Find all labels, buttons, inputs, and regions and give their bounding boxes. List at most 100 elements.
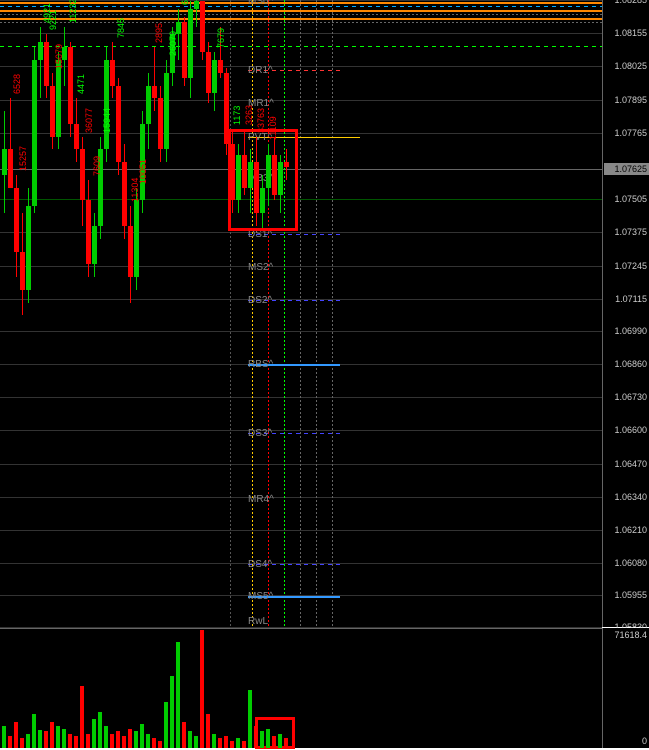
resistance-band: [0, 2, 602, 4]
yaxis-label: 1.06080: [614, 558, 647, 568]
candle-body: [194, 1, 199, 9]
volume-bar: [170, 676, 174, 748]
volume-annotation: 10051: [138, 159, 148, 184]
gridline: [0, 0, 602, 1]
volume-bar: [182, 722, 186, 748]
yaxis-label: 1.08155: [614, 28, 647, 38]
candle-body: [44, 42, 49, 85]
yaxis-label: 1.07505: [614, 194, 647, 204]
price-chart[interactable]: MS0^DR1^MR1^PVT^MB3^DS1^MS2^DS2^RBS^DS3^…: [0, 0, 602, 627]
candle-body: [2, 149, 7, 175]
yaxis-label: 1.06210: [614, 525, 647, 535]
volume-bar: [134, 731, 138, 748]
candle-body: [14, 188, 19, 252]
volume-annotation: 7609: [92, 156, 102, 176]
volume-bar: [110, 734, 114, 748]
yaxis-label: 1.08285: [614, 0, 647, 5]
level-label: DS4^: [248, 559, 272, 570]
volume-bar: [2, 726, 6, 748]
time-marker: [268, 0, 269, 627]
yaxis-label: 1.07115: [615, 294, 647, 304]
candle-wick: [178, 9, 179, 60]
gridline: [0, 430, 602, 431]
yaxis-label: 1.06340: [614, 492, 647, 502]
volume-bar: [260, 731, 264, 748]
yaxis-label: 1.07375: [614, 227, 647, 237]
yaxis-label: 1.06990: [614, 326, 647, 336]
yaxis-label: 1.06470: [614, 459, 647, 469]
volume-bar: [254, 726, 258, 748]
volume-bar: [32, 714, 36, 748]
level-label: DS2^: [248, 295, 272, 306]
volume-annotation: 36077: [84, 108, 94, 133]
volume-annotation: 15944: [102, 108, 112, 133]
candle-wick: [40, 27, 41, 99]
volume-annotation: 61097: [180, 0, 190, 5]
volume-bar: [212, 734, 216, 748]
chart-container: MS0^DR1^MR1^PVT^MB3^DS1^MS2^DS2^RBS^DS3^…: [0, 0, 649, 750]
candle-body: [50, 86, 55, 137]
volume-bar: [38, 730, 42, 748]
price-line: [0, 169, 602, 170]
volume-bar: [266, 729, 270, 748]
gridline: [0, 530, 602, 531]
candle-body: [134, 200, 139, 277]
volume-bar: [188, 731, 192, 748]
volume-chart[interactable]: [0, 628, 602, 748]
volume-annotation: 7845: [116, 18, 126, 38]
level-label: DS3^: [248, 428, 272, 439]
green-level-line: [0, 46, 602, 47]
gridline: [0, 266, 602, 267]
candle-body: [86, 200, 91, 264]
volume-bar: [62, 729, 66, 748]
volume-annotation: 6528: [12, 74, 22, 94]
price-axis: 1.058301.059551.060801.062101.063401.064…: [602, 0, 649, 627]
current-price-tag: 1.07625: [604, 163, 649, 175]
candle-body: [158, 98, 163, 149]
yaxis-label: 1.07765: [614, 128, 647, 138]
volume-bar: [152, 738, 156, 748]
volume-axis-label: 0: [642, 736, 647, 746]
volume-annotation: 1173: [232, 106, 242, 125]
yaxis-label: 1.07895: [614, 95, 647, 105]
volume-annotation: 9221: [48, 10, 58, 30]
level-label: RBS^: [248, 359, 273, 370]
volume-bar: [86, 734, 90, 748]
volume-bar: [140, 724, 144, 748]
time-marker: [332, 0, 333, 627]
volume-bar: [128, 729, 132, 748]
resistance-band: [0, 6, 602, 7]
volume-bar: [98, 712, 102, 748]
volume-bar: [68, 734, 72, 748]
volume-axis-label: 71618.4: [614, 630, 647, 640]
volume-bar: [206, 714, 210, 748]
volume-bar: [164, 702, 168, 748]
candle-body: [92, 226, 97, 264]
volume-bar: [248, 690, 252, 748]
volume-bar: [14, 722, 18, 748]
level-label: RwL: [248, 616, 268, 627]
level-label: MS2^: [248, 262, 273, 273]
gridline: [0, 331, 602, 332]
time-marker: [284, 0, 285, 627]
volume-bar: [230, 741, 234, 748]
candle-body: [8, 149, 13, 187]
volume-bar: [104, 726, 108, 748]
yaxis-label: 1.06600: [614, 425, 647, 435]
candle-body: [164, 73, 169, 150]
volume-bar: [74, 736, 78, 748]
volume-annotation: 7679: [216, 28, 226, 48]
candle-body: [104, 60, 109, 149]
highlight-box: [228, 129, 298, 231]
volume-annotation: 3263: [244, 105, 254, 125]
gridline: [0, 497, 602, 498]
volume-annotation: 15257: [18, 146, 28, 171]
candle-body: [20, 252, 25, 290]
yaxis-label: 1.06860: [614, 359, 647, 369]
volume-bar: [242, 741, 246, 748]
resistance-band: [0, 22, 602, 23]
candle-body: [146, 86, 151, 124]
yaxis-label: 1.08025: [614, 61, 647, 71]
time-marker: [316, 0, 317, 627]
yaxis-label: 1.05955: [614, 590, 647, 600]
